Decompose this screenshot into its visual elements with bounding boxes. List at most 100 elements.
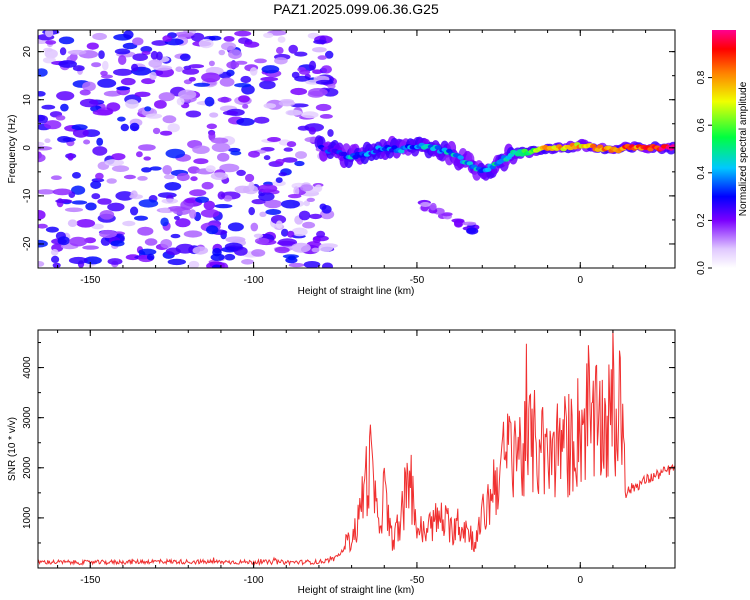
- spectrogram-noise-cell: [67, 153, 74, 161]
- spectrogram-noise-cell: [287, 194, 302, 199]
- spectrogram-noise-cell: [185, 110, 202, 118]
- spectrogram-noise-cell: [217, 97, 232, 103]
- spectrogram-noise-cell: [115, 191, 135, 201]
- spectrogram-noise-cell: [312, 236, 321, 244]
- spectrogram-noise-cell: [97, 198, 112, 205]
- spectrogram-noise-cell: [259, 80, 276, 90]
- spectrogram-noise-cell: [137, 226, 154, 236]
- spectrogram-noise-cell: [59, 47, 67, 56]
- spectrogram-noise-cell: [263, 103, 277, 109]
- spectrogram-noise-cell: [201, 181, 214, 190]
- spectrogram-noise-cell: [293, 186, 300, 196]
- spectrogram-noise-cell: [144, 238, 158, 246]
- spectrogram-noise-cell: [275, 220, 283, 229]
- spectrogram-noise-cell: [230, 150, 242, 156]
- spectrogram-noise-cell: [45, 40, 57, 45]
- spectrogram-noise-cell: [259, 211, 267, 217]
- spectrogram-noise-cell: [134, 91, 151, 98]
- spectrogram-noise-cell: [43, 47, 53, 53]
- spectrogram-x-label: Height of straight line (km): [298, 286, 415, 297]
- spectrogram-noise-cell: [41, 104, 56, 110]
- y-tick-label: 1000: [22, 506, 33, 529]
- spectrogram-noise-cell: [315, 103, 332, 112]
- spectrogram-noise-cell: [242, 104, 249, 109]
- spectrogram-noise-cell: [58, 60, 77, 68]
- spectrogram-noise-cell: [200, 208, 220, 218]
- spectrogram-noise-cell: [58, 36, 75, 45]
- spectrogram-noise-cell: [165, 148, 186, 159]
- spectrogram-noise-cell: [160, 239, 173, 249]
- spectrogram-noise-cell: [149, 166, 162, 171]
- spectrogram-noise-cell: [188, 260, 200, 268]
- spectrogram-noise-cell: [55, 199, 73, 204]
- spectrogram-noise-cell: [152, 127, 161, 135]
- spectrogram-noise-cell: [178, 89, 197, 100]
- spectrogram-noise-cell: [148, 59, 162, 68]
- spectrogram-noise-cell: [314, 184, 323, 193]
- colorbar-tick-label: 0.0: [696, 261, 707, 275]
- spectrogram-noise-cell: [291, 242, 311, 253]
- spectrogram-noise-cell: [137, 176, 148, 181]
- spectrogram-noise-cell: [45, 30, 54, 38]
- spectrogram-noise-cell: [69, 236, 88, 247]
- colorbar-ticks: 0.0 0.2 0.4 0.6 0.8: [696, 70, 712, 275]
- spectrogram-noise-cell: [211, 264, 222, 268]
- spectrogram-noise-cell: [99, 229, 117, 239]
- spectrogram-noise-cell: [57, 236, 70, 246]
- spectrogram-noise-cell: [188, 77, 196, 82]
- spectrogram-noise-cell: [321, 65, 332, 74]
- spectrogram-noise-cell: [175, 243, 195, 254]
- spectrogram-noise-cell: [160, 130, 173, 136]
- spectrogram-noise-cell: [158, 92, 175, 102]
- x-tick-label: -150: [80, 275, 100, 286]
- spectrogram-noise-cell: [146, 253, 155, 261]
- spectrogram-noise-cell: [100, 70, 108, 76]
- spectrogram-noise-cell: [290, 87, 308, 96]
- spectrogram-noise-cell: [86, 42, 99, 50]
- spectrogram-noise-cell: [299, 69, 311, 75]
- spectrogram-noise-cell: [154, 100, 167, 109]
- spectrogram-noise-cell: [223, 195, 233, 202]
- spectrogram-noise-cell: [162, 35, 172, 42]
- spectrogram-noise-cell: [248, 207, 255, 216]
- spectrogram-noise-cell: [257, 184, 278, 193]
- spectrogram-noise-cell: [254, 116, 270, 124]
- spectrogram-ridge-cell: [457, 155, 464, 160]
- spectrogram-noise-cell: [274, 246, 290, 254]
- spectrogram-noise-cell: [174, 31, 195, 37]
- spectrogram-noise-cell: [79, 89, 91, 96]
- spectrogram-noise-cell: [145, 113, 163, 119]
- y-tick-label: 0: [22, 145, 33, 151]
- spectrogram-noise-cell: [303, 200, 310, 207]
- snr-frame: [37, 329, 676, 569]
- x-tick-label: 0: [577, 275, 583, 286]
- colorbar-label: Normalized spectral amplitude: [738, 81, 749, 216]
- spectrogram-noise-cell: [129, 122, 140, 132]
- spectrogram-noise-cell: [125, 99, 139, 109]
- spectrogram-noise-cell: [211, 137, 229, 144]
- spectrogram-noise-cell: [193, 82, 211, 87]
- spectrogram-noise-cell: [208, 35, 222, 41]
- spectrogram-noise-cell: [315, 79, 334, 85]
- spectrogram-noise-cell: [198, 38, 214, 49]
- spectrogram-noise-cell: [241, 259, 254, 265]
- snr-y-ticks: 1000 2000 3000 4000: [22, 342, 675, 569]
- spectrogram-noise-cell: [103, 90, 122, 97]
- spectrogram-noise-cell: [238, 95, 250, 103]
- spectrogram-noise-cell: [249, 67, 258, 76]
- spectrogram-noise-cell: [308, 88, 328, 97]
- spectrogram-ridge-cell: [434, 145, 441, 150]
- spectrogram-noise-cell: [288, 44, 299, 54]
- spectrogram-noise-cell: [110, 240, 125, 247]
- x-tick-label: -100: [244, 275, 264, 286]
- spectrogram-noise-cell: [274, 57, 288, 65]
- spectrogram-noise-cell: [92, 109, 113, 116]
- spectrogram-noise-cell: [224, 242, 243, 251]
- spectrogram-noise-cell: [170, 233, 181, 239]
- spectrogram-noise-cell: [318, 243, 334, 252]
- spectrogram-noise-cell: [44, 138, 51, 143]
- spectrogram-noise-cell: [327, 83, 336, 89]
- spectrogram-feature-cell: [466, 227, 479, 235]
- colorbar-tick-label: 0.8: [696, 70, 707, 84]
